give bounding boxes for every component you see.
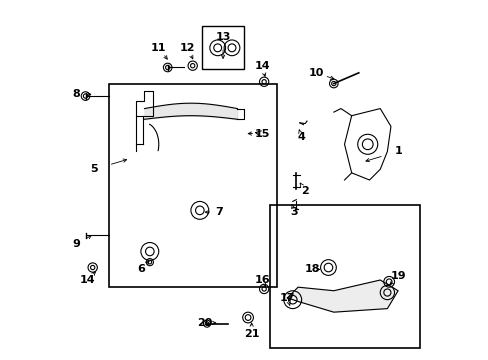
Bar	[269, 205, 419, 348]
Text: 7: 7	[215, 207, 223, 217]
Text: 8: 8	[73, 89, 81, 99]
Text: 10: 10	[307, 68, 323, 78]
Text: 19: 19	[389, 271, 405, 282]
Text: 17: 17	[279, 293, 295, 303]
Text: 11: 11	[151, 43, 166, 53]
Text: 20: 20	[197, 318, 212, 328]
Text: 12: 12	[179, 43, 195, 53]
Bar	[201, 26, 244, 69]
Bar	[108, 84, 276, 287]
Text: 14: 14	[254, 61, 270, 71]
Text: 5: 5	[90, 164, 98, 174]
Text: 14: 14	[80, 275, 95, 285]
Text: 6: 6	[137, 264, 144, 274]
Text: 3: 3	[290, 207, 298, 217]
Text: 1: 1	[393, 147, 401, 157]
Text: 4: 4	[297, 132, 305, 142]
Text: 2: 2	[301, 186, 308, 196]
Text: 13: 13	[215, 32, 230, 42]
Text: 9: 9	[73, 239, 81, 249]
Text: 21: 21	[244, 329, 259, 339]
Text: 16: 16	[254, 275, 270, 285]
Text: 15: 15	[254, 129, 269, 139]
Text: 18: 18	[304, 264, 320, 274]
Polygon shape	[287, 280, 397, 312]
